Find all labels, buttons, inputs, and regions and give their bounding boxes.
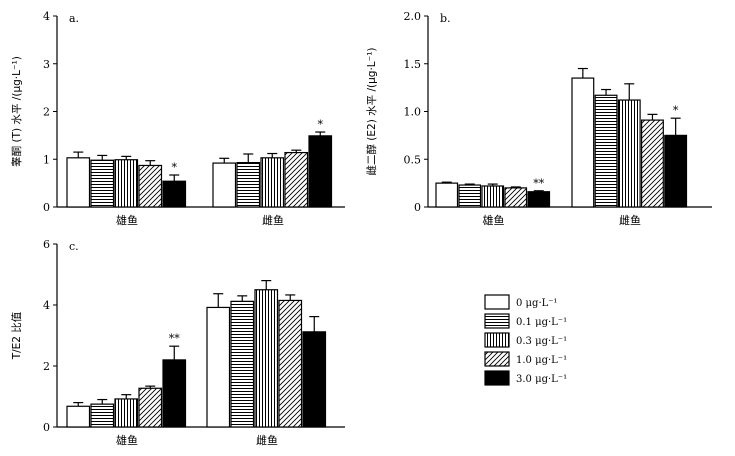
bar [254, 289, 279, 428]
legend: 0 μg·L⁻¹ 0.1 μg·L⁻¹ 0.3 μg·L⁻¹ 1.0 μg·L⁻… [484, 294, 567, 386]
bar [206, 306, 231, 428]
legend-swatch [484, 313, 510, 329]
panel-label: b. [440, 12, 451, 25]
significance-marker: * [318, 118, 324, 131]
bar [594, 94, 618, 208]
bar [640, 119, 664, 208]
y-tick-label: 1.5 [404, 58, 422, 71]
bar [230, 300, 255, 428]
bar [90, 159, 115, 208]
category-label: 雌鱼 [256, 433, 278, 447]
bar [481, 185, 505, 208]
legend-label: 1.0 μg·L⁻¹ [516, 355, 567, 366]
y-tick-label: 2.0 [404, 10, 422, 23]
legend-label: 0.1 μg·L⁻¹ [516, 317, 567, 328]
legend-entry: 0.1 μg·L⁻¹ [484, 313, 567, 329]
bar [504, 187, 528, 208]
legend-label: 0 μg·L⁻¹ [516, 298, 558, 309]
category-label: 雄鱼 [116, 213, 138, 227]
panel-a: 0 1 2 3 4 a. 睾酮 (T) 水平 /(μg·L⁻¹) 雄鱼 雌鱼 * * [10, 10, 345, 227]
category-label: 雄鱼 [483, 213, 505, 227]
y-tick-label: 2 [43, 360, 50, 373]
y-tick-label: 0.5 [404, 153, 422, 166]
bar [458, 184, 482, 208]
legend-label: 3.0 μg·L⁻¹ [516, 374, 567, 385]
bar [236, 161, 261, 208]
bar [138, 387, 163, 428]
y-tick-label: 2 [43, 106, 50, 119]
bar [664, 134, 688, 208]
panel-label: c. [69, 240, 79, 253]
legend-swatch [484, 332, 510, 348]
bar [212, 162, 237, 208]
significance-marker: ** [169, 332, 181, 345]
legend-entry: 3.0 μg·L⁻¹ [484, 370, 567, 386]
category-label: 雌鱼 [619, 213, 641, 227]
y-tick-label: 6 [43, 238, 50, 251]
legend-entry: 0 μg·L⁻¹ [484, 294, 558, 310]
y-axis-label: 雌二醇 (E2) 水平 /(μg·L⁻¹) [365, 47, 378, 175]
y-tick-label: 4 [43, 10, 50, 23]
y-tick-label: 1 [43, 153, 50, 166]
bar [278, 299, 303, 428]
bar [260, 157, 285, 208]
legend-swatch [484, 370, 510, 386]
category-label: 雄鱼 [116, 433, 138, 447]
legend-swatch [484, 294, 510, 310]
bar [114, 159, 139, 208]
panel-label: a. [69, 12, 79, 25]
y-tick-label: 0 [414, 201, 421, 214]
bar [66, 405, 91, 428]
bar [435, 182, 459, 208]
legend-label: 0.3 μg·L⁻¹ [516, 336, 567, 347]
bar [66, 157, 91, 208]
significance-marker: * [673, 104, 679, 117]
y-tick-label: 0 [43, 421, 50, 434]
bar [617, 99, 641, 208]
y-tick-label: 0 [43, 201, 50, 214]
bar [527, 191, 551, 208]
y-axis-label: T/E2 比值 [10, 311, 23, 360]
bar [308, 135, 333, 208]
y-tick-label: 4 [43, 299, 50, 312]
y-tick-label: 1.0 [404, 106, 422, 119]
bar [138, 164, 163, 208]
significance-marker: ** [533, 177, 545, 190]
bar [162, 359, 187, 428]
category-label: 雌鱼 [262, 213, 284, 227]
bar [90, 403, 115, 428]
bar [162, 180, 187, 208]
bar [302, 331, 327, 428]
legend-entry: 0.3 μg·L⁻¹ [484, 332, 567, 348]
bar [571, 77, 595, 208]
bar [114, 398, 139, 428]
panel-b: 0 0.5 1.0 1.5 2.0 b. 雌二醇 (E2) 水平 /(μg·L⁻¹) 雄鱼 雌鱼… [365, 10, 712, 227]
legend-swatch [484, 351, 510, 367]
y-tick-label: 3 [43, 58, 50, 71]
bar [284, 151, 309, 208]
legend-entry: 1.0 μg·L⁻¹ [484, 351, 567, 367]
y-axis-label: 睾酮 (T) 水平 /(μg·L⁻¹) [10, 56, 23, 167]
significance-marker: * [172, 161, 178, 174]
